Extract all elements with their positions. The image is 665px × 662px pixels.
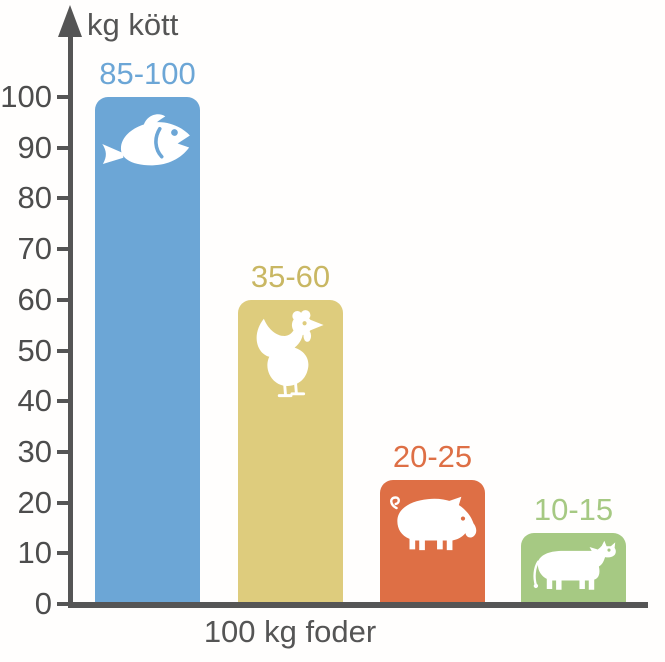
y-axis-title: kg kött (87, 7, 179, 42)
bar-range-label-fish: 85-100 (99, 56, 196, 91)
y-tick-80 (57, 196, 69, 201)
y-tick-label-30: 30 (17, 433, 52, 469)
bar-range-label-pig: 20-25 (392, 438, 473, 474)
chicken-icon (253, 305, 329, 403)
y-tick-label-50: 50 (17, 332, 52, 368)
y-tick-label-20: 20 (17, 484, 52, 520)
y-tick-100 (57, 95, 69, 99)
y-tick-20 (57, 500, 69, 505)
y-tick-label-80: 80 (17, 180, 52, 216)
bar-range-label-chicken: 35-60 (250, 258, 331, 294)
y-tick-90 (57, 145, 69, 150)
y-tick-label-60: 60 (17, 281, 52, 317)
fish-icon (100, 105, 196, 183)
y-tick-10 (57, 551, 69, 556)
y-tick-0 (57, 602, 69, 606)
y-tick-label-40: 40 (17, 383, 52, 419)
pig-icon (386, 485, 480, 557)
y-axis-line (68, 32, 73, 607)
y-tick-60 (57, 297, 69, 302)
y-tick-70 (57, 247, 69, 252)
y-tick-label-90: 90 (17, 129, 52, 165)
y-tick-30 (57, 449, 69, 454)
bar-fish (95, 97, 200, 607)
x-axis-line (68, 602, 648, 608)
y-tick-label-0: 0 (34, 586, 52, 621)
y-tick-label-10: 10 (17, 535, 52, 571)
y-tick-40 (57, 399, 69, 404)
bar-range-label-cow: 10-15 (533, 492, 614, 528)
y-tick-label-70: 70 (17, 231, 52, 267)
y-tick-50 (57, 348, 69, 353)
x-axis-label: 100 kg foder (203, 614, 377, 649)
arrow-up-icon (58, 5, 82, 37)
cow-icon (526, 540, 622, 596)
y-tick-label-100: 100 (0, 79, 52, 114)
